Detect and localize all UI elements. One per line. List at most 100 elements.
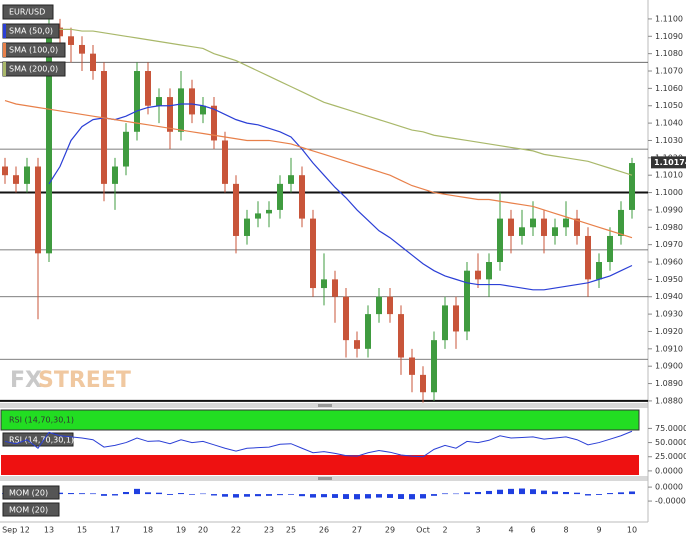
candle-body — [486, 262, 492, 280]
mom-bar — [497, 489, 503, 495]
legend-box — [2, 485, 60, 500]
x-tick-label: 2 — [442, 526, 447, 535]
y-tick-label: 1.1010 — [655, 171, 683, 180]
mom-bar — [145, 492, 151, 495]
candle-body — [266, 209, 272, 214]
candle-body — [332, 279, 338, 297]
mom-bar — [123, 491, 129, 495]
panel-title: RSI (14,70,30,1) — [9, 416, 74, 425]
legend-label: EUR/USD — [9, 8, 45, 17]
x-tick-label: 27 — [352, 526, 362, 535]
mom-bar — [266, 494, 272, 496]
y-tick-label: 1.1090 — [655, 32, 683, 41]
y-tick-label: 1.0990 — [655, 205, 683, 214]
candle-body — [420, 374, 426, 393]
y-tick-label: 1.0890 — [655, 379, 683, 388]
mom-bar — [409, 494, 415, 500]
candle-body — [178, 88, 184, 132]
watermark-fx: FX — [10, 368, 42, 393]
sma-line — [49, 28, 633, 176]
legend-label: SMA (200,0) — [9, 65, 58, 74]
mom-bar — [629, 491, 635, 495]
mom-bar — [321, 494, 327, 498]
y-tick-label: 75.0000 — [655, 424, 686, 433]
candle-body — [145, 71, 151, 106]
mom-bar — [277, 494, 283, 496]
candle-body — [244, 218, 250, 236]
mom-bar — [530, 489, 536, 495]
mom-bar — [112, 494, 118, 496]
mom-bar — [233, 494, 239, 498]
candle-body — [68, 36, 74, 45]
y-tick-label: -0.0000 — [655, 497, 686, 506]
mom-bar — [618, 492, 624, 495]
x-tick-label: 3 — [475, 526, 480, 535]
y-tick-label: 1.0920 — [655, 327, 683, 336]
candle-body — [233, 183, 239, 236]
candle-body — [541, 218, 547, 236]
y-tick-label: 1.0950 — [655, 275, 683, 284]
mom-bar — [200, 493, 206, 495]
y-tick-label: 1.1050 — [655, 101, 683, 110]
mom-bar — [376, 494, 382, 498]
candle-body — [519, 227, 525, 236]
candle-body — [629, 163, 635, 210]
mom-bar — [189, 494, 195, 495]
candle-body — [57, 27, 63, 37]
y-tick-label: 25.0000 — [655, 452, 686, 461]
mom-bar — [387, 494, 393, 498]
x-tick-label: 22 — [231, 526, 241, 535]
candle-body — [321, 279, 327, 289]
candle-body — [442, 305, 448, 341]
sma-line — [4, 99, 633, 239]
legend-item: SMA (50,0) — [2, 23, 60, 39]
candle-body — [464, 270, 470, 332]
y-tick-label: 1.0930 — [655, 310, 683, 319]
legend-box — [2, 432, 74, 447]
candle-body — [508, 218, 514, 236]
mom-bar — [57, 492, 63, 495]
x-tick-label: 4 — [508, 526, 513, 535]
candle-body — [211, 105, 217, 141]
mom-bar — [244, 494, 250, 497]
candle-body — [277, 183, 283, 210]
mom-bar — [354, 494, 360, 500]
legend-label: MOM (20) — [9, 506, 48, 515]
x-tick-label: Sep 12 — [2, 526, 30, 535]
x-tick-label: 26 — [319, 526, 329, 535]
y-tick-label: 1.0960 — [655, 258, 683, 267]
mom-bar — [310, 494, 316, 498]
x-tick-label: 25 — [286, 526, 296, 535]
mom-bar — [211, 494, 217, 496]
y-tick-label: 1.0900 — [655, 362, 683, 371]
candle-body — [310, 218, 316, 289]
candle-body — [222, 140, 228, 184]
x-tick-label: 19 — [176, 526, 186, 535]
x-tick-label: 13 — [44, 526, 54, 535]
mom-bar — [398, 494, 404, 499]
mom-bar — [431, 494, 437, 496]
legend-swatch — [3, 24, 6, 38]
candle-body — [101, 71, 107, 184]
candle-body — [156, 97, 162, 106]
x-tick-label: 17 — [110, 526, 120, 535]
candle-body — [618, 209, 624, 236]
mom-bar — [563, 491, 569, 495]
candle-body — [134, 71, 140, 132]
mom-bar — [255, 494, 261, 497]
mom-bar — [541, 490, 547, 495]
legend-item: SMA (200,0) — [2, 61, 66, 77]
mom-bar — [134, 488, 140, 495]
candle-body — [596, 262, 602, 280]
mom-bar — [508, 488, 514, 495]
candle-body — [46, 27, 52, 254]
x-tick-label: 23 — [264, 526, 274, 535]
y-tick-label: 1.1070 — [655, 67, 683, 76]
candle-body — [200, 105, 206, 115]
candle-body — [189, 88, 195, 115]
candle-body — [354, 340, 360, 349]
watermark: FX STREET — [10, 368, 131, 393]
mom-bar — [68, 493, 74, 495]
candle-body — [398, 314, 404, 358]
